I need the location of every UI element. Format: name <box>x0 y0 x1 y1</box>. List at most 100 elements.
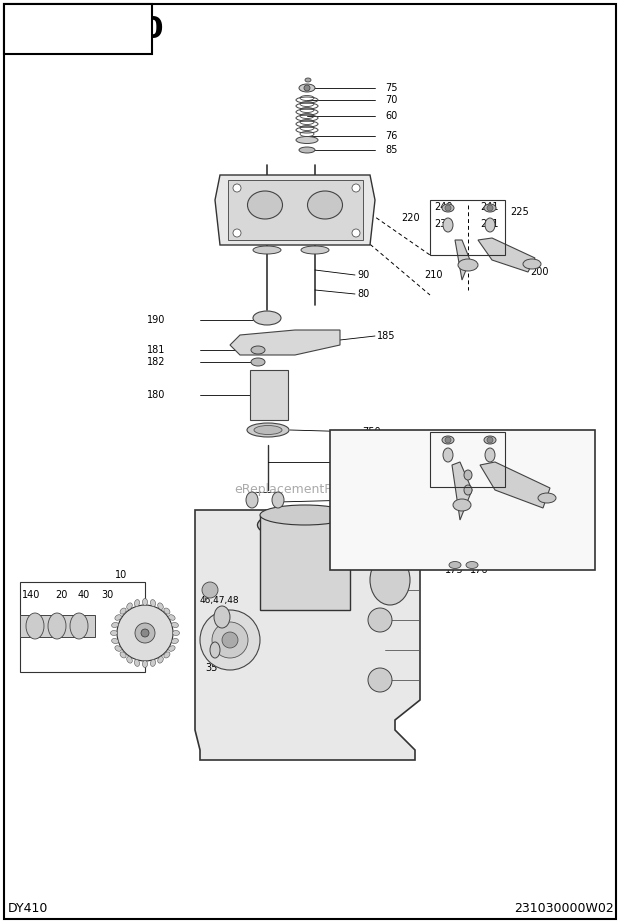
Ellipse shape <box>157 656 163 663</box>
Ellipse shape <box>299 147 315 153</box>
Ellipse shape <box>247 191 283 219</box>
Ellipse shape <box>120 608 126 614</box>
Ellipse shape <box>523 259 541 269</box>
Ellipse shape <box>485 218 495 232</box>
Text: 241: 241 <box>480 433 498 443</box>
Ellipse shape <box>253 246 281 254</box>
Text: 220: 220 <box>401 213 420 223</box>
Text: 201: 201 <box>510 485 528 495</box>
Ellipse shape <box>251 346 265 354</box>
Text: 181: 181 <box>147 345 166 355</box>
Text: 176: 176 <box>470 565 489 575</box>
Text: 231: 231 <box>480 219 498 229</box>
Ellipse shape <box>112 622 118 628</box>
Ellipse shape <box>48 613 66 639</box>
Text: 46,47,48: 46,47,48 <box>200 595 239 605</box>
Ellipse shape <box>449 561 461 569</box>
Text: 225: 225 <box>510 207 529 217</box>
Ellipse shape <box>458 259 478 271</box>
Circle shape <box>304 85 310 91</box>
Ellipse shape <box>151 600 156 606</box>
Ellipse shape <box>151 660 156 666</box>
Ellipse shape <box>485 448 495 462</box>
Ellipse shape <box>115 615 122 620</box>
Text: 185: 185 <box>377 331 396 341</box>
Text: 220: 220 <box>401 443 420 453</box>
Polygon shape <box>455 240 470 280</box>
Circle shape <box>368 668 392 692</box>
Text: 210: 210 <box>420 505 438 515</box>
Ellipse shape <box>143 661 148 667</box>
Text: 180: 180 <box>147 390 166 400</box>
Circle shape <box>233 184 241 192</box>
Polygon shape <box>452 462 472 520</box>
Ellipse shape <box>442 204 454 212</box>
Text: FIG.  300: FIG. 300 <box>10 15 164 43</box>
Bar <box>20 582 145 672</box>
Circle shape <box>368 608 392 632</box>
Bar <box>228 180 363 240</box>
Text: 60: 60 <box>385 111 397 121</box>
Ellipse shape <box>115 646 122 652</box>
Text: 10: 10 <box>115 570 127 580</box>
Ellipse shape <box>164 608 170 614</box>
Ellipse shape <box>308 191 342 219</box>
Text: 20: 20 <box>55 590 68 600</box>
Text: 195: 195 <box>357 457 376 467</box>
Ellipse shape <box>172 622 179 628</box>
Ellipse shape <box>110 630 118 636</box>
Text: 76: 76 <box>385 131 397 141</box>
Circle shape <box>141 629 149 637</box>
Text: 90: 90 <box>357 270 370 280</box>
Ellipse shape <box>126 603 132 609</box>
Ellipse shape <box>464 470 472 480</box>
Bar <box>430 200 505 255</box>
Circle shape <box>352 184 360 192</box>
Ellipse shape <box>135 600 140 606</box>
Bar <box>260 515 350 610</box>
Ellipse shape <box>370 555 410 605</box>
Polygon shape <box>480 462 550 508</box>
Circle shape <box>352 229 360 237</box>
Text: 40: 40 <box>78 590 91 600</box>
Text: 30: 30 <box>101 590 113 600</box>
Text: eReplacementParts.com: eReplacementParts.com <box>234 484 386 497</box>
Text: 231030000W02: 231030000W02 <box>514 902 614 915</box>
Ellipse shape <box>172 639 179 643</box>
Ellipse shape <box>135 660 140 666</box>
Ellipse shape <box>301 246 329 254</box>
Bar <box>430 432 505 487</box>
Ellipse shape <box>246 492 258 508</box>
Polygon shape <box>478 238 535 272</box>
Text: 240: 240 <box>434 202 453 212</box>
Text: 241: 241 <box>480 202 498 212</box>
Text: 140: 140 <box>22 590 40 600</box>
Text: 231: 231 <box>480 450 498 460</box>
Ellipse shape <box>538 493 556 503</box>
Ellipse shape <box>172 630 180 636</box>
Ellipse shape <box>120 652 126 658</box>
Text: 70: 70 <box>385 95 397 105</box>
Ellipse shape <box>70 613 88 639</box>
Bar <box>20 615 95 637</box>
Ellipse shape <box>484 436 496 444</box>
Text: 225: 225 <box>510 439 529 449</box>
Circle shape <box>202 582 218 598</box>
Ellipse shape <box>443 218 453 232</box>
Ellipse shape <box>466 561 478 569</box>
Text: 35: 35 <box>205 663 218 673</box>
Ellipse shape <box>257 510 353 540</box>
Ellipse shape <box>442 436 454 444</box>
Text: 85: 85 <box>385 145 397 155</box>
Text: 75: 75 <box>385 83 397 93</box>
Circle shape <box>487 205 493 211</box>
Ellipse shape <box>126 656 132 663</box>
Ellipse shape <box>251 358 265 366</box>
Ellipse shape <box>299 84 315 92</box>
Circle shape <box>135 623 155 643</box>
Text: DY410: DY410 <box>8 902 48 915</box>
Circle shape <box>445 205 451 211</box>
Text: 200: 200 <box>530 267 549 277</box>
Bar <box>4 4 152 54</box>
Ellipse shape <box>169 646 175 652</box>
